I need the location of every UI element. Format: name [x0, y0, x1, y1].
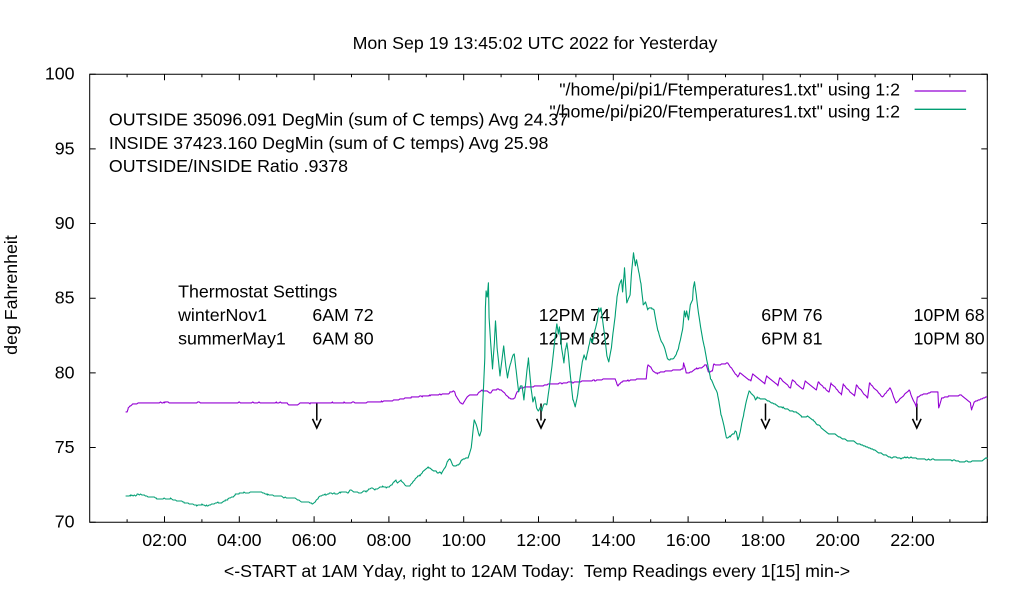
svg-text:16:00: 16:00 — [666, 530, 711, 550]
svg-text:deg Fahrenheit: deg Fahrenheit — [1, 235, 21, 355]
svg-text:75: 75 — [55, 437, 75, 457]
svg-text:18:00: 18:00 — [741, 530, 786, 550]
svg-text:06:00: 06:00 — [292, 530, 337, 550]
svg-text:6PM 76: 6PM 76 — [761, 305, 822, 325]
svg-text:70: 70 — [55, 512, 75, 532]
svg-text:10PM 68: 10PM 68 — [914, 305, 985, 325]
svg-text:95: 95 — [55, 138, 75, 158]
svg-text:INSIDE 37423.160 DegMin (sum o: INSIDE 37423.160 DegMin (sum of C temps)… — [109, 133, 549, 153]
svg-text:12PM 74: 12PM 74 — [539, 305, 610, 325]
svg-text:80: 80 — [55, 362, 75, 382]
svg-text:12:00: 12:00 — [516, 530, 561, 550]
svg-text:6AM 72: 6AM 72 — [312, 305, 373, 325]
svg-text:08:00: 08:00 — [367, 530, 412, 550]
svg-text:02:00: 02:00 — [142, 530, 187, 550]
svg-text:90: 90 — [55, 213, 75, 233]
svg-text:85: 85 — [55, 288, 75, 308]
svg-text:<-START at 1AM Yday, right to: <-START at 1AM Yday, right to 12AM Today… — [224, 561, 850, 581]
svg-text:"/home/pi/pi20/Ftemperatures1.: "/home/pi/pi20/Ftemperatures1.txt" using… — [549, 102, 900, 122]
svg-text:Mon Sep 19 13:45:02 UTC 2022 f: Mon Sep 19 13:45:02 UTC 2022 for Yesterd… — [353, 33, 718, 53]
svg-text:6AM 80: 6AM 80 — [312, 328, 373, 348]
svg-text:12PM 82: 12PM 82 — [539, 328, 610, 348]
svg-text:Thermostat Settings: Thermostat Settings — [178, 282, 337, 302]
svg-text:summerMay1: summerMay1 — [178, 328, 286, 348]
svg-text:winterNov1: winterNov1 — [177, 305, 267, 325]
svg-text:OUTSIDE 35096.091 DegMin (sum: OUTSIDE 35096.091 DegMin (sum of C temps… — [109, 110, 568, 130]
svg-text:10:00: 10:00 — [441, 530, 486, 550]
svg-text:"/home/pi/pi1/Ftemperatures1.t: "/home/pi/pi1/Ftemperatures1.txt" using … — [559, 80, 900, 100]
svg-text:14:00: 14:00 — [591, 530, 636, 550]
svg-text:22:00: 22:00 — [890, 530, 935, 550]
svg-text:04:00: 04:00 — [217, 530, 262, 550]
svg-text:OUTSIDE/INSIDE Ratio .9378: OUTSIDE/INSIDE Ratio .9378 — [109, 156, 348, 176]
svg-text:6PM 81: 6PM 81 — [761, 328, 822, 348]
svg-text:20:00: 20:00 — [815, 530, 860, 550]
svg-text:10PM 80: 10PM 80 — [914, 328, 985, 348]
svg-text:100: 100 — [45, 64, 75, 84]
